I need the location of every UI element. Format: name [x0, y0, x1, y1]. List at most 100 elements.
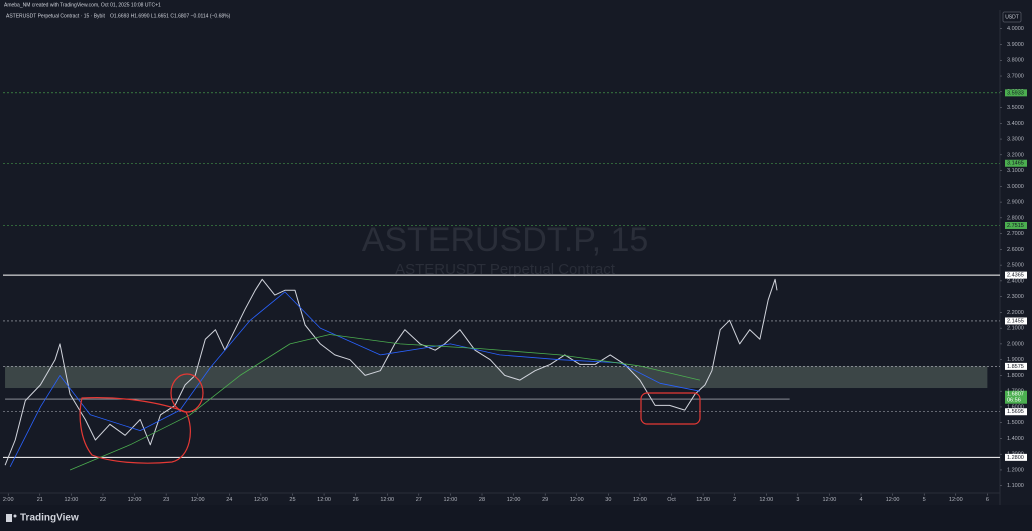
plot: [3, 92, 1000, 471]
annotation-circle: [170, 373, 204, 413]
y-tick-label: 3.7000: [1007, 73, 1024, 79]
x-tick-label: 12:00: [128, 497, 142, 503]
level-label-box: [1005, 221, 1027, 229]
y-tick-label: 2.9000: [1007, 200, 1024, 206]
countdown: 06:56: [1007, 398, 1021, 404]
x-tick-label: 27: [416, 497, 422, 503]
brand-logo: [6, 514, 12, 522]
level-label-box: [1005, 408, 1027, 416]
brand-logo: [13, 514, 17, 518]
price-line: [9, 291, 700, 467]
y-tick-label: 2.4000: [1007, 278, 1024, 284]
y-tick-label: 3.9000: [1007, 42, 1024, 48]
x-tick-label: 12:00: [570, 497, 584, 503]
level-label-box: [1005, 159, 1027, 167]
x-tick-label: 2: [733, 497, 736, 503]
y-tick-label: 2.6000: [1007, 247, 1024, 253]
y-tick-label: 1.5000: [1007, 420, 1024, 426]
x-tick-label: 12:00: [886, 497, 900, 503]
x-tick-label: 5: [923, 497, 926, 503]
level-label-box: [1005, 317, 1027, 325]
annotation-box: [640, 392, 701, 425]
x-tick-label: 12:00: [317, 497, 331, 503]
y-tick-label: 2.0000: [1007, 341, 1024, 347]
y-tick-label: 2.3000: [1007, 294, 1024, 300]
x-tick-label: 24: [226, 497, 232, 503]
y-tick-label: 2.2000: [1007, 310, 1024, 316]
x-tick-label: 12:00: [380, 497, 394, 503]
x-tick-label: 6: [986, 497, 989, 503]
x-tick-label: Oct: [667, 497, 676, 503]
y-tick-label: 2.5000: [1007, 263, 1024, 269]
x-tick-label: 12:00: [823, 497, 837, 503]
brand-name: TradingView: [20, 513, 79, 524]
x-tick-label: 12:00: [696, 497, 710, 503]
price-line: [4, 278, 778, 466]
x-tick-label: 2:00: [3, 497, 14, 503]
x-tick-label: 4: [859, 497, 862, 503]
ohlc-line: O1.6693 H1.6990 L1.6651 C1.6807 −0.0114 …: [110, 13, 231, 19]
x-tick-label: 23: [163, 497, 169, 503]
price-line: [69, 334, 700, 471]
y-tick-label: 3.1000: [1007, 168, 1024, 174]
footer-bar: [0, 505, 1032, 531]
annotation-circle: [79, 397, 191, 464]
x-tick-label: 30: [605, 497, 611, 503]
last-price-box: [1005, 390, 1027, 404]
level-label: 2.1455: [1007, 318, 1024, 324]
y-tick-label: 3.2000: [1007, 152, 1024, 158]
x-tick-label: 22: [100, 497, 106, 503]
y-tick-label: 2.8000: [1007, 215, 1024, 221]
currency-box[interactable]: [1002, 11, 1022, 23]
x-tick-label: 12:00: [949, 497, 963, 503]
x-tick-label: 12:00: [254, 497, 268, 503]
last-price-label: 1.6807: [1007, 392, 1024, 398]
y-tick-label: 3.4000: [1007, 121, 1024, 127]
y-tick-label: 3.0000: [1007, 184, 1024, 190]
x-tick-label: 12:00: [65, 497, 79, 503]
x-tick-label: 29: [542, 497, 548, 503]
symbol-line: ASTERUSDT Perpetual Contract · 15 · Bybi…: [6, 13, 105, 19]
y-tick-label: 3.5000: [1007, 105, 1024, 111]
x-tick-label: 3: [796, 497, 799, 503]
level-label: 1.5695: [1007, 409, 1024, 415]
y-tick-label: 1.4000: [1007, 436, 1024, 442]
watermark-title: ASTERUSDT.P, 15: [362, 221, 649, 259]
level-label: 1.8575: [1007, 364, 1024, 370]
x-tick-label: 12:00: [444, 497, 458, 503]
level-label: 2.7515: [1007, 223, 1024, 229]
level-label: 2.4365: [1007, 273, 1024, 279]
level-label-box: [1005, 362, 1027, 370]
y-tick-label: 1.1000: [1007, 483, 1024, 489]
watermark-subtitle: ASTERUSDT Perpetual Contract: [395, 261, 616, 278]
x-tick-label: 26: [353, 497, 359, 503]
currency[interactable]: USDT: [1005, 14, 1019, 20]
y-tick-label: 4.0000: [1007, 26, 1024, 32]
x-tick-label: 12:00: [759, 497, 773, 503]
brand: TradingView: [6, 513, 79, 524]
level-label: 3.5933: [1007, 90, 1024, 96]
support-zone: [5, 366, 988, 389]
watermark: ASTERUSDT.P, 15 ASTERUSDT Perpetual Cont…: [362, 221, 649, 278]
y-tick-label: 1.2000: [1007, 467, 1024, 473]
y-tick-label: 2.7000: [1007, 231, 1024, 237]
y-tick-label: 1.9000: [1007, 357, 1024, 363]
x-tick-label: 25: [289, 497, 295, 503]
level-label-box: [1005, 453, 1027, 461]
y-tick-label: 3.8000: [1007, 58, 1024, 64]
x-tick-label: 12:00: [633, 497, 647, 503]
y-tick-label: 2.1000: [1007, 326, 1024, 332]
author-line: Ameba_NM created with TradingView.com, O…: [4, 2, 161, 8]
x-tick-label: 12:00: [507, 497, 521, 503]
level-label-box: [1005, 89, 1027, 97]
level-label: 3.1465: [1007, 161, 1024, 167]
y-tick-label: 3.3000: [1007, 137, 1024, 143]
annotations: [79, 373, 701, 464]
level-label: 1.2800: [1007, 455, 1024, 461]
x-tick-label: 21: [37, 497, 43, 503]
x-tick-label: 28: [479, 497, 485, 503]
y-tick-label: 1.6000: [1007, 404, 1024, 410]
y-tick-label: 1.8000: [1007, 373, 1024, 379]
